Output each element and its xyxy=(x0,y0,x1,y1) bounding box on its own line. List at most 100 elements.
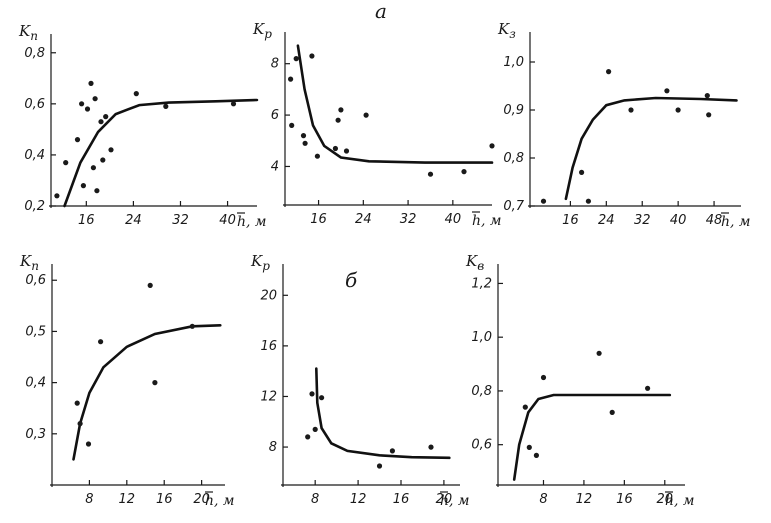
x-tick-label: 16 xyxy=(616,492,633,507)
x-tick-label: 16 xyxy=(156,492,173,507)
data-point xyxy=(63,160,69,166)
data-point xyxy=(596,350,602,356)
data-point xyxy=(54,193,60,199)
data-point xyxy=(704,93,710,99)
y-axis-label: Kз xyxy=(497,20,516,41)
y-axis-label: Kп xyxy=(19,252,39,273)
y-axis-label: Kр xyxy=(250,252,270,273)
data-point xyxy=(163,103,169,109)
data-point xyxy=(540,198,547,204)
x-axis-label: h, м xyxy=(237,214,267,230)
data-point xyxy=(314,153,320,159)
data-point xyxy=(338,107,344,113)
data-point xyxy=(74,400,80,406)
data-point xyxy=(675,107,681,113)
x-axis-label: h, м xyxy=(721,214,751,230)
data-point xyxy=(427,171,434,177)
data-point xyxy=(585,198,592,204)
data-point xyxy=(664,88,670,94)
y-tick-label: 12 xyxy=(260,389,277,404)
y-tick-label: 1,0 xyxy=(503,55,524,70)
data-point xyxy=(98,119,104,125)
data-point xyxy=(579,169,585,175)
x-tick-label: 12 xyxy=(119,492,136,507)
data-point xyxy=(92,96,98,102)
x-tick-label: 16 xyxy=(78,213,95,228)
y-tick-label: 16 xyxy=(260,339,277,354)
data-point xyxy=(526,444,532,450)
data-point xyxy=(533,452,540,458)
x-tick-label: 20 xyxy=(657,492,674,507)
chart-a3: 0,7 0,8 0,9 1,0 16 24 32 40 48 Kз h, м xyxy=(497,20,751,230)
y-tick-label: 8 xyxy=(269,440,277,455)
data-point xyxy=(90,165,96,171)
y-tick-label: 0,6 xyxy=(25,273,46,288)
x-axis-label: h, м xyxy=(205,493,235,509)
fit-curve xyxy=(72,324,222,461)
data-point xyxy=(312,426,318,432)
y-tick-label: 0,7 xyxy=(503,199,524,214)
data-point xyxy=(461,169,467,175)
data-point xyxy=(189,323,195,329)
y-tick-label: 4 xyxy=(271,159,279,174)
data-point xyxy=(289,122,295,128)
x-tick-label: 12 xyxy=(576,492,593,507)
x-tick-label: 32 xyxy=(634,213,651,228)
x-tick-label: 40 xyxy=(445,212,462,227)
data-point xyxy=(645,385,651,391)
x-axis-label: h, м xyxy=(440,493,470,509)
y-tick-label: 8 xyxy=(271,57,279,72)
fit-curve xyxy=(564,96,738,201)
data-point xyxy=(332,145,338,152)
y-tick-label: 0,6 xyxy=(24,97,45,112)
data-point xyxy=(706,112,712,118)
x-axis-label: h, м xyxy=(472,213,502,229)
data-point xyxy=(376,463,383,469)
data-point xyxy=(147,282,153,288)
y-tick-label: 20 xyxy=(260,288,277,303)
data-point xyxy=(84,106,91,112)
y-tick-label: 0,5 xyxy=(25,324,46,339)
x-tick-label: 32 xyxy=(172,213,189,228)
y-axis-label: Kв xyxy=(465,252,484,273)
data-point xyxy=(335,117,341,123)
data-point xyxy=(343,148,350,154)
y-tick-label: 0,4 xyxy=(24,148,45,163)
x-tick-label: 8 xyxy=(539,492,547,507)
data-point xyxy=(94,188,100,194)
data-point xyxy=(540,374,547,381)
data-point xyxy=(108,147,114,153)
panel-label-top: а xyxy=(375,0,387,23)
x-tick-label: 12 xyxy=(350,492,367,507)
data-point xyxy=(300,133,307,139)
data-point xyxy=(363,112,369,118)
chart-b1: 0,3 0,4 0,5 0,6 8 12 16 20 Kп h, м xyxy=(19,252,235,509)
fit-curve xyxy=(296,44,494,164)
data-point xyxy=(319,395,325,401)
fit-curve xyxy=(63,98,259,208)
x-tick-label: 8 xyxy=(85,492,93,507)
data-point xyxy=(309,53,315,59)
x-tick-label: 24 xyxy=(125,213,142,228)
x-tick-label: 8 xyxy=(311,492,319,507)
data-point xyxy=(293,56,299,62)
charts-group: 0,2 0,4 0,6 0,8 16 24 32 40 Kп h, м 4 6 8 16 24 32 40 Kр h… xyxy=(18,20,751,509)
x-tick-label: 16 xyxy=(393,492,410,507)
chart-b3: 0,6 0,8 1,0 1,2 8 12 16 20 Kв h, м xyxy=(465,252,695,509)
data-point xyxy=(489,143,495,149)
fit-curve xyxy=(315,367,451,460)
x-tick-label: 40 xyxy=(670,213,687,228)
y-tick-label: 0,2 xyxy=(24,199,45,214)
y-axis-label: Kр xyxy=(252,20,272,41)
data-point xyxy=(85,441,92,447)
data-point xyxy=(152,380,158,386)
data-point xyxy=(389,448,395,454)
x-tick-label: 20 xyxy=(193,492,210,507)
y-tick-label: 0,3 xyxy=(25,427,46,442)
panel-label-bottom: б xyxy=(345,268,358,292)
data-point xyxy=(98,339,104,345)
fit-curve xyxy=(512,393,672,481)
x-tick-label: 32 xyxy=(400,212,417,227)
data-point xyxy=(88,80,94,86)
chart-a2: 4 6 8 16 24 32 40 Kр h, м xyxy=(252,20,502,229)
